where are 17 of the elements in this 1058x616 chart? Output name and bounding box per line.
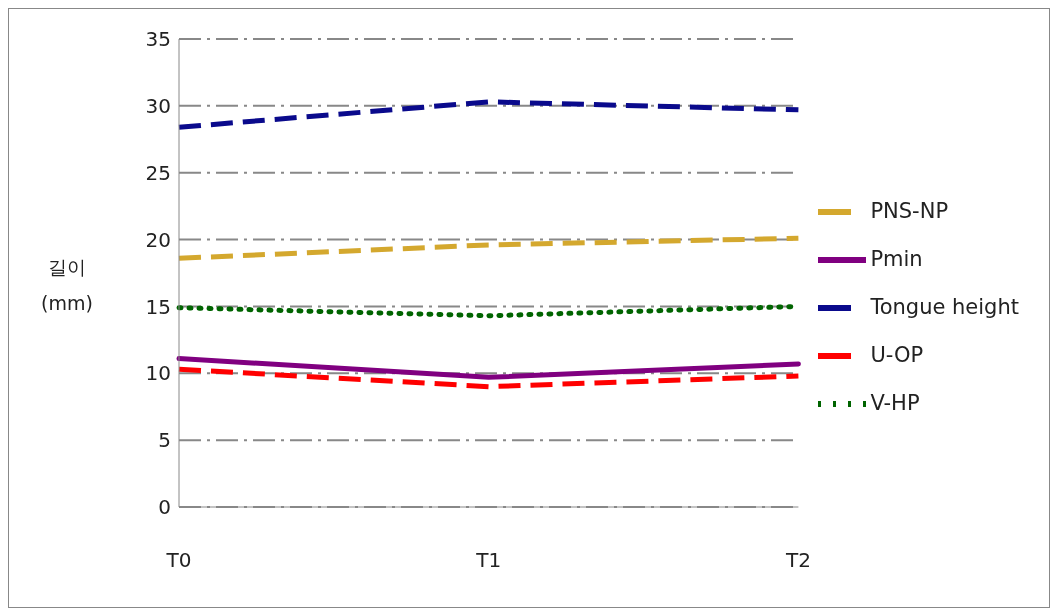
y-tick-label: 20 bbox=[145, 227, 171, 252]
legend-label: U-OP bbox=[870, 343, 924, 367]
x-tick-label: T0 bbox=[165, 548, 192, 573]
y-axis-title: 길이 (mm) bbox=[41, 255, 93, 316]
y-tick-label: 5 bbox=[158, 428, 171, 453]
y-tick-label: 15 bbox=[145, 294, 171, 319]
x-tick-label: T2 bbox=[784, 548, 811, 573]
y-tick-label: 0 bbox=[158, 495, 171, 520]
legend-label: Pmin bbox=[870, 247, 923, 271]
y-tick-label: 30 bbox=[145, 93, 171, 118]
y-tick-label: 25 bbox=[145, 160, 171, 185]
x-tick-label: T1 bbox=[475, 548, 502, 573]
legend-label: Tongue height bbox=[870, 295, 1019, 319]
legend-label: PNS-NP bbox=[870, 199, 949, 223]
legend-label: V-HP bbox=[870, 391, 920, 415]
y-tick-label: 35 bbox=[145, 27, 171, 52]
y-tick-label: 10 bbox=[145, 361, 171, 386]
